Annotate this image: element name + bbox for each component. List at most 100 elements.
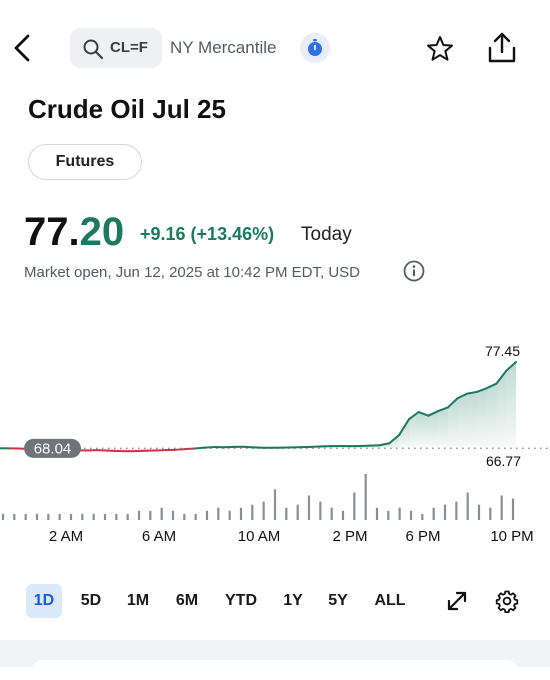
search-pill[interactable]: CL=F xyxy=(70,28,162,68)
volume-bar xyxy=(206,511,208,520)
price-line-segment xyxy=(175,449,185,450)
volume-bar xyxy=(433,508,435,520)
x-tick-label: 2 PM xyxy=(332,528,367,545)
volume-bar xyxy=(342,511,344,520)
range-all[interactable]: ALL xyxy=(370,584,410,618)
volume-bar xyxy=(93,514,95,520)
x-axis: 2 AM 6 AM 10 AM 2 PM 6 PM 10 PM xyxy=(49,528,534,545)
range-selector: 1D 5D 1M 6M YTD 1Y 5Y ALL xyxy=(0,584,550,620)
chevron-left-icon[interactable] xyxy=(8,32,36,64)
volume-bar xyxy=(217,508,219,520)
volume-bar xyxy=(285,508,287,520)
x-tick-label: 10 AM xyxy=(238,528,281,545)
volume-bar xyxy=(399,508,401,520)
price-line-segment xyxy=(185,449,195,450)
volume-bar xyxy=(410,511,412,520)
price-line-segment xyxy=(204,447,214,448)
ticker-symbol: CL=F xyxy=(110,39,148,56)
previous-close-badge: 68.04 xyxy=(24,439,81,458)
price-change: +9.16 (+13.46%) xyxy=(140,224,274,245)
volume-bar xyxy=(25,514,27,520)
range-6m[interactable]: 6M xyxy=(171,584,203,618)
clock-icon xyxy=(300,33,330,63)
volume-bar xyxy=(274,489,276,520)
gear-icon[interactable] xyxy=(495,589,519,613)
volume-bar xyxy=(263,502,265,520)
volume-bar xyxy=(387,511,389,520)
share-icon[interactable] xyxy=(486,30,518,66)
volume-bar xyxy=(161,508,163,520)
top-bar: CL=F NY Mercantile xyxy=(0,22,550,78)
price-line-segment xyxy=(195,448,205,449)
volume-bar xyxy=(455,502,457,520)
volume-bars xyxy=(2,474,514,520)
volume-bar xyxy=(319,502,321,520)
chart-fill-segment xyxy=(467,392,477,449)
range-1m[interactable]: 1M xyxy=(123,584,153,618)
previous-close-label: 68.04 xyxy=(34,440,72,457)
price-decimal: 20 xyxy=(80,210,125,254)
price-line-segment xyxy=(243,447,253,448)
chart-fill-segment xyxy=(438,407,448,448)
star-icon[interactable] xyxy=(425,34,455,64)
x-tick-label: 6 PM xyxy=(405,528,440,545)
change-period: Today xyxy=(301,224,352,246)
volume-bar xyxy=(36,514,38,520)
x-tick-label: 2 AM xyxy=(49,528,83,545)
volume-bar xyxy=(115,514,117,520)
volume-bar xyxy=(81,514,83,520)
volume-bar xyxy=(308,495,310,520)
range-ytd[interactable]: YTD xyxy=(221,584,261,618)
info-icon[interactable] xyxy=(403,260,425,282)
chart-fill-segment xyxy=(419,412,429,448)
exchange-name: NY Mercantile xyxy=(170,38,276,58)
range-5y[interactable]: 5Y xyxy=(324,584,352,618)
volume-bar xyxy=(240,508,242,520)
volume-bar xyxy=(138,511,140,520)
market-status: Market open, Jun 12, 2025 at 10:42 PM ED… xyxy=(24,264,360,281)
range-1y[interactable]: 1Y xyxy=(279,584,307,618)
chart-fill-segment xyxy=(487,384,497,449)
x-tick-label: 10 PM xyxy=(490,528,533,545)
volume-bar xyxy=(512,499,514,520)
volume-bar xyxy=(229,511,231,520)
chart-fill-segment xyxy=(477,388,487,448)
volume-bar xyxy=(183,514,185,520)
x-tick-label: 6 AM xyxy=(142,528,176,545)
volume-bar xyxy=(467,492,469,520)
high-label: 77.45 xyxy=(485,343,520,359)
volume-bar xyxy=(478,505,480,520)
volume-bar xyxy=(444,505,446,520)
volume-bar xyxy=(70,514,72,520)
volume-bar xyxy=(489,508,491,520)
volume-bar xyxy=(421,514,423,520)
volume-bar xyxy=(331,508,333,520)
price: 77.20 xyxy=(24,210,124,256)
bottom-card xyxy=(30,660,520,680)
volume-bar xyxy=(195,514,197,520)
volume-bar xyxy=(376,508,378,520)
chart-fill-segment xyxy=(506,362,516,448)
volume-bar xyxy=(251,505,253,520)
volume-bar xyxy=(127,514,129,520)
volume-bar xyxy=(104,514,106,520)
price-integer: 77. xyxy=(24,210,80,254)
volume-bar xyxy=(149,511,151,520)
volume-bar xyxy=(353,492,355,520)
search-icon xyxy=(82,38,104,60)
expand-icon[interactable] xyxy=(446,590,468,612)
futures-tag[interactable]: Futures xyxy=(28,144,142,180)
volume-bar xyxy=(172,511,174,520)
volume-bar xyxy=(13,514,15,520)
range-5d[interactable]: 5D xyxy=(76,584,106,618)
volume-bar xyxy=(297,505,299,520)
market-hours-badge[interactable] xyxy=(300,33,330,63)
volume-bar xyxy=(59,514,61,520)
chart-fill-segment xyxy=(428,411,438,448)
page-title: Crude Oil Jul 25 xyxy=(28,94,226,125)
volume-bar xyxy=(501,495,503,520)
volume-bar xyxy=(365,474,367,520)
range-1d[interactable]: 1D xyxy=(26,584,62,618)
volume-bar xyxy=(2,514,4,520)
